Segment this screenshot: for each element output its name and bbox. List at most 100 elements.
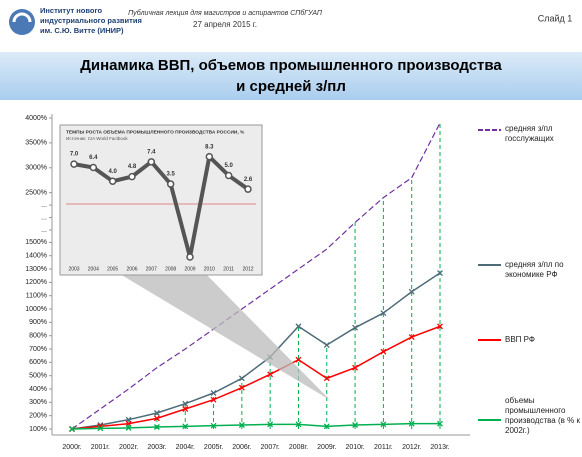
y-tick-label: 1100% [26, 293, 47, 300]
title-line: Динамика ВВП, объемов промышленного прои… [80, 57, 502, 74]
inset-x-label: 2012 [242, 266, 253, 272]
y-tick-label: 1200% [25, 279, 47, 286]
inset-x-label: 2010 [204, 266, 215, 272]
title-line: и средней з/пл [236, 78, 346, 95]
marker [323, 423, 330, 430]
inset-marker [205, 152, 214, 161]
inset-value-label: 2.6 [244, 177, 253, 183]
inset-line [73, 152, 250, 258]
inset-marker [70, 160, 78, 168]
marker [380, 421, 387, 428]
x-tick-label: 2008г. [289, 444, 308, 451]
marker [408, 288, 415, 295]
y-tick-label: 2500% [25, 189, 47, 196]
y-tick-label: 400% [29, 386, 47, 393]
inset-value-label: 3.5 [166, 172, 175, 178]
series-line [71, 272, 441, 430]
inset-x-label: 2006 [126, 266, 137, 272]
marker [210, 396, 217, 403]
marker [437, 323, 443, 330]
x-tick-label: 2005г. [204, 444, 223, 451]
legend-entry: средняя з/пл госслужащих [505, 124, 554, 143]
x-tick-label: 2002г. [119, 444, 138, 451]
inset-marker [166, 180, 175, 188]
marker [238, 375, 245, 382]
inset-x-label: 2003 [68, 266, 79, 272]
series-line [71, 122, 441, 430]
marker [153, 410, 160, 416]
inset-x-label: 2007 [146, 266, 157, 272]
y-tick-label: 1500% [25, 239, 47, 246]
marker [380, 310, 387, 317]
inset-value-label: 6.4 [89, 155, 98, 161]
marker [182, 406, 189, 412]
lecture: Публичная лекция для магистров и аспиран… [128, 9, 323, 17]
y-tick-label: 500% [29, 373, 47, 380]
marker [323, 342, 330, 348]
x-tick-label: 2001г. [91, 444, 110, 451]
inset-value-label: 4.8 [128, 164, 137, 170]
y-tick-label: 900% [29, 319, 47, 326]
inset-x-label: 2005 [107, 266, 118, 272]
chart-title-2: и средней з/пл [236, 78, 346, 95]
y-tick-label: 1300% [25, 266, 47, 273]
x-tick-label: 2004г. [176, 444, 195, 451]
series-line [71, 422, 440, 430]
x-tick-label: 2000г. [62, 444, 81, 451]
x-tick-label: 2011г. [374, 444, 393, 451]
logo-arc [12, 12, 32, 23]
y-tick-label: 600% [29, 359, 47, 366]
inset-x-label: 2008 [165, 266, 176, 272]
y-tick-label: ... [41, 227, 47, 234]
inset-x-label: 2011 [223, 266, 234, 272]
marker [238, 384, 245, 391]
y-tick-label: 200% [29, 413, 47, 420]
y-tick-label: 1400% [25, 253, 47, 260]
series-line [71, 325, 441, 430]
marker [182, 423, 189, 430]
inset-x-label: 2009 [184, 266, 195, 272]
x-tick-label: 2006г. [232, 444, 251, 451]
marker [352, 324, 359, 331]
legend-entry: объемы промышленного производства (в % к… [505, 396, 580, 435]
inset-marker [186, 253, 194, 261]
marker [238, 422, 245, 428]
y-tick-label: 300% [29, 399, 47, 406]
slide-number: Слайд 1 [538, 13, 573, 23]
inset-frame [59, 124, 263, 276]
marker [153, 424, 160, 430]
marker [210, 390, 217, 396]
marker [352, 364, 359, 371]
marker [408, 420, 415, 427]
marker [437, 420, 443, 427]
y-tick-label: ... [41, 202, 47, 209]
marker [380, 348, 387, 355]
marker [295, 356, 302, 363]
x-tick-label: 2012г. [402, 444, 421, 451]
legend-entry: средняя з/пл по экономике РФ [505, 260, 564, 279]
marker [69, 426, 75, 432]
marker [437, 270, 443, 277]
title-band [0, 52, 582, 100]
inset-value-label: 5.0 [224, 163, 233, 169]
marker [125, 420, 132, 427]
institute: Институт нового индустриального развития… [40, 6, 142, 35]
inset-value-label: 7.4 [147, 149, 156, 155]
x-tick-label: 2010г. [345, 444, 364, 451]
x-tick-label: 2013г. [430, 444, 449, 451]
y-tick-label: 100% [29, 426, 47, 433]
marker [267, 371, 274, 378]
inset-marker [108, 177, 117, 185]
marker [97, 425, 104, 432]
y-tick-label: 800% [29, 333, 47, 340]
marker [408, 334, 415, 340]
inset-value-label: 8.3 [205, 144, 214, 150]
marker [323, 375, 330, 382]
x-tick-label: 2009г. [317, 444, 336, 451]
y-tick-label: ... [41, 214, 47, 221]
inset-value-label: 7.0 [70, 152, 79, 158]
inset-marker [147, 158, 156, 166]
marker [352, 422, 359, 428]
